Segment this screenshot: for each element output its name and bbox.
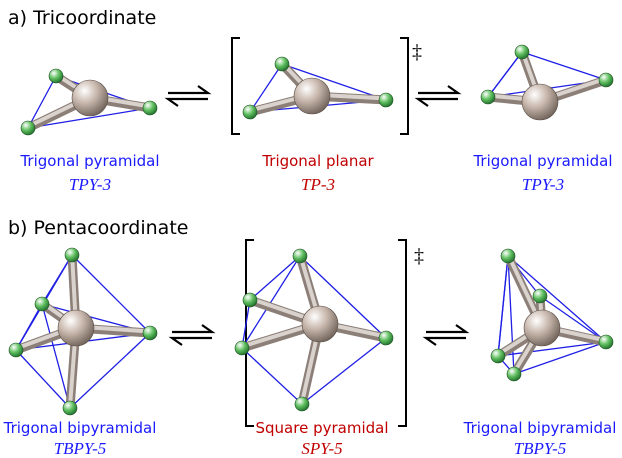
edge [41, 254, 73, 305]
ligand-atom [242, 292, 258, 308]
edge [497, 255, 509, 357]
molecule [20, 68, 158, 136]
edge [539, 295, 607, 343]
ligand-atom [598, 72, 614, 88]
equilibrium-arrow [422, 324, 470, 346]
edge [27, 107, 151, 129]
molecule [480, 44, 614, 121]
molecule [8, 247, 158, 416]
structure-symbol: TBPY-5 [514, 439, 567, 458]
ligand-atom [242, 104, 258, 120]
central-atom [523, 309, 561, 347]
ligand-atom [234, 340, 250, 356]
structure-symbol: SPY-5 [301, 439, 342, 458]
arrow-back [414, 97, 458, 107]
structure-symbol: TBPY-5 [54, 439, 107, 458]
edge [281, 63, 387, 101]
central-atom [301, 305, 339, 343]
transition-mark: ‡ [412, 41, 422, 63]
ligand-atom [598, 334, 614, 350]
equilibrium-arrow [414, 85, 462, 107]
structure-name: Trigonal pyramidal [472, 152, 612, 170]
structure-symbol: TPY-3 [69, 175, 111, 194]
ligand-atom [532, 288, 548, 304]
edge [301, 337, 387, 405]
edge [299, 255, 387, 339]
structure-name: Trigonal planar [261, 152, 374, 170]
arrow-forward [168, 85, 212, 95]
ligand-atom [514, 44, 530, 60]
edge [487, 51, 523, 98]
ligand-atom [20, 120, 36, 136]
section-title: b) Pentacoordinate [8, 217, 188, 239]
ligand-atom [142, 100, 158, 116]
molecule [242, 56, 394, 120]
equilibrium-arrow [168, 324, 216, 346]
edge [15, 349, 71, 409]
ligand-atom [506, 366, 522, 382]
arrow-back [164, 97, 208, 107]
bracket [231, 37, 409, 135]
molecule [490, 248, 614, 382]
structure-symbol: TP-3 [301, 175, 335, 194]
structure-symbol: TPY-3 [522, 175, 564, 194]
edge [69, 332, 151, 409]
edge [241, 255, 301, 349]
structure-name: Square pyramidal [256, 419, 389, 437]
ligand-atom [500, 248, 516, 264]
ligand-atom [274, 56, 290, 72]
edge [15, 303, 43, 351]
bracket [245, 239, 407, 427]
central-atom [71, 79, 109, 117]
transition-mark: ‡ [414, 245, 424, 267]
section-title: a) Tricoordinate [8, 7, 156, 29]
equilibrium-arrows [164, 85, 470, 346]
ligand-atom [62, 400, 78, 416]
ligand-atom [292, 248, 308, 264]
edge [41, 303, 71, 409]
ligand-atom [480, 89, 496, 105]
edge [241, 299, 251, 349]
edge [241, 347, 303, 405]
edge [497, 341, 607, 357]
edge [249, 255, 301, 301]
edge [507, 255, 607, 343]
ligand-atom [378, 330, 394, 346]
molecule [234, 248, 394, 412]
arrow-forward [418, 85, 462, 95]
equilibrium-arrow [164, 85, 212, 107]
edge [521, 51, 607, 81]
structure-name: Trigonal bipyramidal [3, 419, 157, 437]
edge [27, 75, 57, 129]
edge [513, 341, 607, 375]
structure-name: Trigonal pyramidal [19, 152, 159, 170]
central-atom [521, 83, 559, 121]
ligand-atom [294, 396, 310, 412]
ligand-atom [48, 68, 64, 84]
arrow-forward [172, 324, 216, 334]
ligand-atom [142, 325, 158, 341]
ligand-atom [64, 247, 80, 263]
edge [71, 254, 151, 334]
arrow-back [422, 336, 466, 346]
ligand-atom [8, 342, 24, 358]
structure-name: Trigonal bipyramidal [463, 419, 617, 437]
arrow-back [168, 336, 212, 346]
ligand-atom [490, 348, 506, 364]
ligand-atom [34, 296, 50, 312]
central-atom [57, 309, 95, 347]
arrow-forward [426, 324, 470, 334]
central-atom [293, 77, 331, 115]
ligand-atom [378, 92, 394, 108]
edge [249, 63, 283, 113]
molecules [8, 44, 614, 416]
